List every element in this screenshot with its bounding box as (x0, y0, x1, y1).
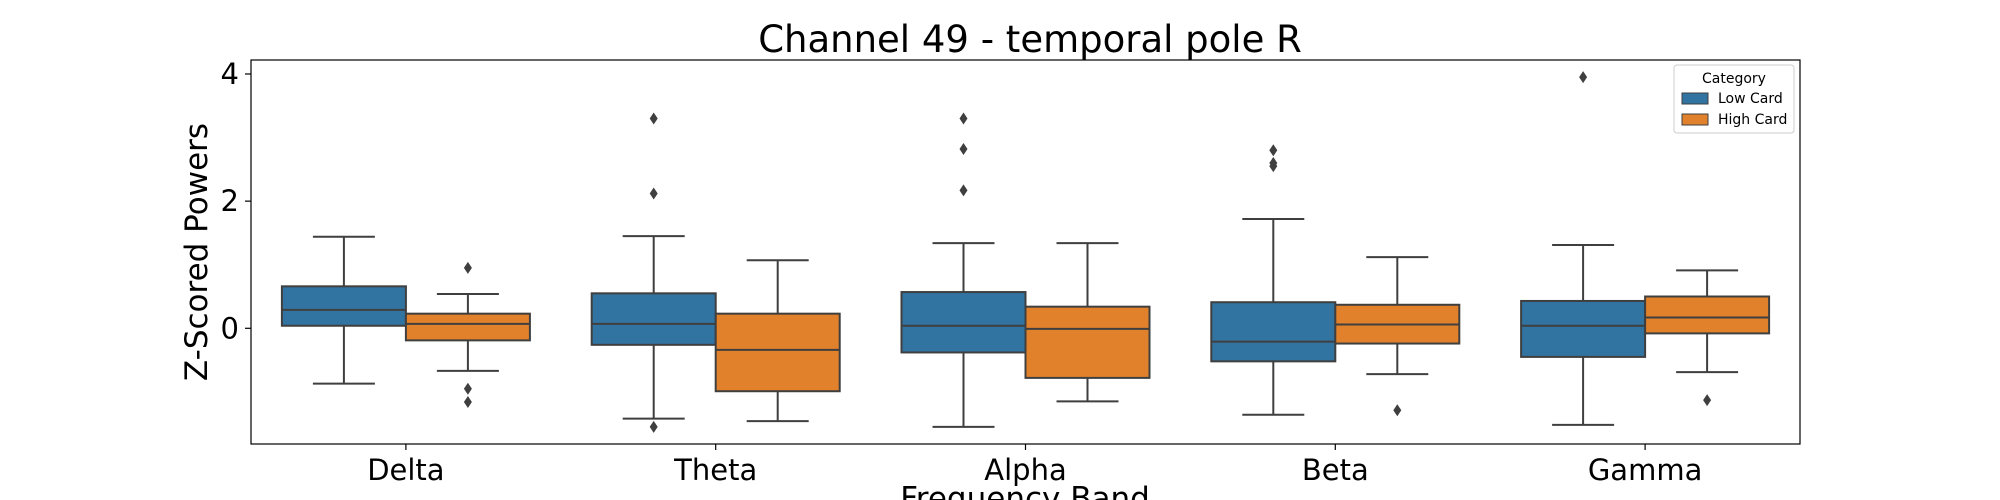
x-tick-label: Alpha (984, 453, 1066, 487)
axes: Delta Theta Alpha Beta Gamma 0 2 4 (221, 57, 1703, 487)
box-delta-low-card (280, 235, 407, 385)
y-tick-label: 0 (221, 311, 239, 345)
x-axis-title: Frequency Band (900, 481, 1150, 500)
legend-title: Category (1702, 71, 1766, 87)
box-alpha-low-card (900, 112, 1027, 428)
plot-area (280, 71, 1771, 433)
box-delta-high-card (404, 261, 531, 409)
outlier-point (1269, 160, 1278, 173)
y-tick-label: 2 (221, 184, 239, 218)
interquartile-box (1520, 299, 1647, 358)
interquartile-box (714, 312, 841, 393)
x-tick-label: Beta (1302, 453, 1369, 487)
y-tick-label: 4 (221, 57, 239, 91)
chart-title: Channel 49 - temporal pole R (758, 18, 1302, 61)
interquartile-box (1644, 295, 1771, 335)
box-theta-low-card (590, 112, 717, 433)
outlier-point (463, 396, 472, 409)
outlier-point (959, 143, 968, 156)
outlier-point (1269, 144, 1278, 157)
box-gamma-high-card (1644, 269, 1771, 407)
outlier-point (649, 112, 658, 125)
legend-label: High Card (1718, 112, 1787, 128)
interquartile-box (280, 285, 407, 327)
interquartile-box (900, 291, 1027, 354)
box-alpha-high-card (1024, 242, 1151, 403)
x-tick-label: Delta (367, 453, 444, 487)
x-tick-label: Theta (673, 453, 757, 487)
legend: Category Low Card High Card (1673, 64, 1795, 134)
outlier-point (463, 261, 472, 274)
outlier-point (649, 420, 658, 433)
outlier-point (959, 112, 968, 125)
outlier-point (1579, 71, 1588, 84)
box-theta-high-card (714, 259, 841, 423)
outlier-point (959, 184, 968, 197)
legend-swatch (1681, 92, 1709, 105)
x-tick-label: Gamma (1588, 453, 1703, 487)
y-axis-title: Z-Scored Powers (179, 123, 215, 381)
outlier-point (463, 382, 472, 395)
interquartile-box (1024, 305, 1151, 379)
outlier-point (649, 187, 658, 200)
legend-swatch (1681, 113, 1709, 126)
outlier-point (1703, 394, 1712, 407)
outlier-point (1393, 404, 1402, 417)
box-gamma-low-card (1520, 71, 1647, 426)
box-beta-high-card (1334, 256, 1461, 417)
interquartile-box (590, 292, 717, 346)
interquartile-box (404, 312, 531, 342)
legend-items: Low Card High Card (1681, 91, 1787, 128)
interquartile-box (1210, 301, 1337, 363)
legend-label: Low Card (1718, 91, 1783, 107)
box-beta-low-card (1210, 144, 1337, 416)
plot-frame (250, 59, 1801, 445)
